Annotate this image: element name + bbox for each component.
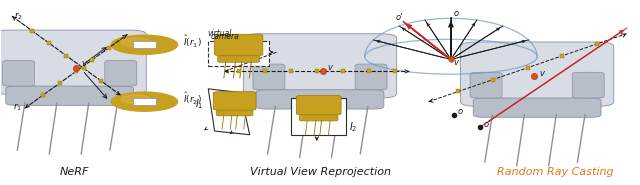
FancyBboxPatch shape bbox=[243, 34, 397, 98]
Text: $r_2$: $r_2$ bbox=[14, 10, 23, 22]
FancyBboxPatch shape bbox=[253, 64, 285, 90]
Text: o': o' bbox=[483, 120, 491, 129]
Bar bbox=[208, 41, 269, 66]
Bar bbox=[132, 41, 156, 48]
FancyBboxPatch shape bbox=[216, 110, 253, 116]
Text: $\hat{I}(r_1)$: $\hat{I}(r_1)$ bbox=[182, 34, 202, 50]
Text: v: v bbox=[454, 58, 458, 67]
FancyBboxPatch shape bbox=[214, 34, 263, 56]
FancyBboxPatch shape bbox=[470, 72, 502, 98]
FancyBboxPatch shape bbox=[572, 72, 604, 98]
Text: virtual: virtual bbox=[207, 29, 231, 38]
FancyBboxPatch shape bbox=[3, 60, 35, 86]
Text: o': o' bbox=[396, 13, 403, 22]
FancyBboxPatch shape bbox=[0, 30, 147, 94]
Polygon shape bbox=[291, 98, 346, 135]
FancyBboxPatch shape bbox=[296, 95, 341, 115]
Bar bbox=[132, 98, 156, 105]
FancyBboxPatch shape bbox=[461, 42, 614, 106]
FancyBboxPatch shape bbox=[105, 60, 137, 86]
FancyBboxPatch shape bbox=[213, 92, 256, 110]
Text: $r_1$: $r_1$ bbox=[13, 102, 22, 113]
Text: $\hat{I}(r_2)$: $\hat{I}(r_2)$ bbox=[182, 90, 202, 107]
Text: v: v bbox=[328, 63, 333, 72]
FancyBboxPatch shape bbox=[6, 86, 134, 105]
Circle shape bbox=[121, 38, 151, 47]
Text: $I_2$: $I_2$ bbox=[349, 120, 357, 134]
Text: Virtual View Reprojection: Virtual View Reprojection bbox=[250, 167, 390, 177]
Text: camera: camera bbox=[210, 32, 239, 41]
Text: v: v bbox=[81, 59, 86, 68]
FancyBboxPatch shape bbox=[218, 56, 260, 62]
Text: Random Ray Casting: Random Ray Casting bbox=[497, 167, 613, 177]
FancyBboxPatch shape bbox=[473, 98, 601, 117]
Circle shape bbox=[111, 35, 177, 54]
Polygon shape bbox=[208, 89, 250, 135]
Circle shape bbox=[121, 95, 151, 104]
FancyBboxPatch shape bbox=[355, 64, 387, 90]
FancyBboxPatch shape bbox=[300, 115, 338, 121]
FancyBboxPatch shape bbox=[256, 90, 384, 109]
Text: v: v bbox=[539, 69, 544, 78]
Text: o: o bbox=[454, 9, 459, 18]
Text: o: o bbox=[458, 107, 463, 116]
Text: NeRF: NeRF bbox=[60, 167, 89, 177]
Circle shape bbox=[111, 92, 177, 111]
Text: $I_1$: $I_1$ bbox=[195, 97, 204, 111]
